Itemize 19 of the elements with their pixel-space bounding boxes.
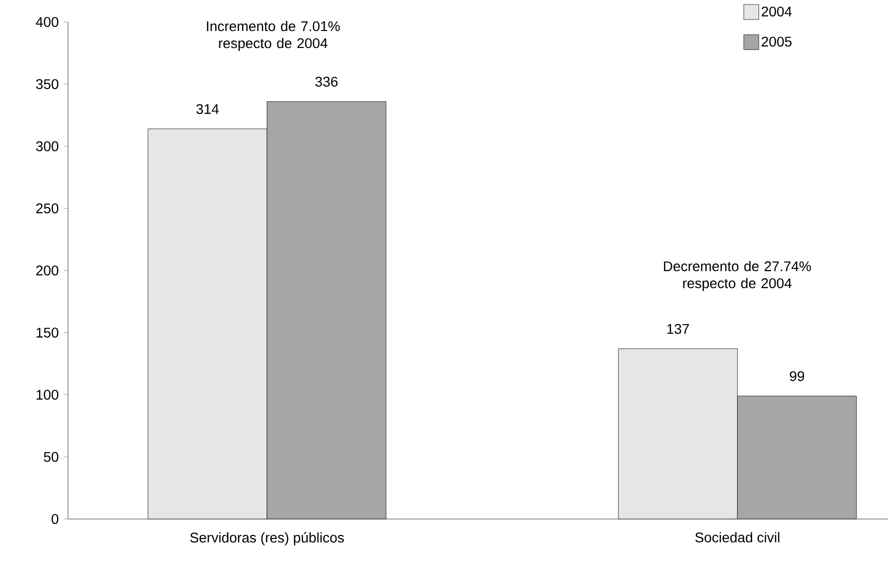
y-tick-label: 50 xyxy=(44,452,58,462)
y-tick-label: 150 xyxy=(36,328,58,338)
data-label: 99 xyxy=(790,371,804,382)
x-tick-label: Servidoras (res) públicos xyxy=(190,532,344,546)
y-tick-label: 250 xyxy=(36,203,58,214)
y-tick-label: 300 xyxy=(36,141,58,152)
annotation: Incremento de 7.01% respecto de 2004 xyxy=(206,20,340,51)
legend-label: 2004 xyxy=(762,6,792,16)
legend-label: 2005 xyxy=(762,36,792,47)
y-tick-label: 100 xyxy=(36,390,58,400)
y-tick-label: 0 xyxy=(52,514,58,524)
annotation: Decremento de 27.74% respecto de 2004 xyxy=(664,260,811,291)
y-tick-label: 400 xyxy=(36,17,58,27)
x-tick-label: Sociedad civil xyxy=(695,532,780,542)
y-tick-label: 200 xyxy=(36,266,58,276)
data-label: 137 xyxy=(667,324,689,334)
y-tick-label: 350 xyxy=(36,79,58,90)
data-label: 336 xyxy=(315,76,338,87)
data-label: 314 xyxy=(196,104,219,114)
